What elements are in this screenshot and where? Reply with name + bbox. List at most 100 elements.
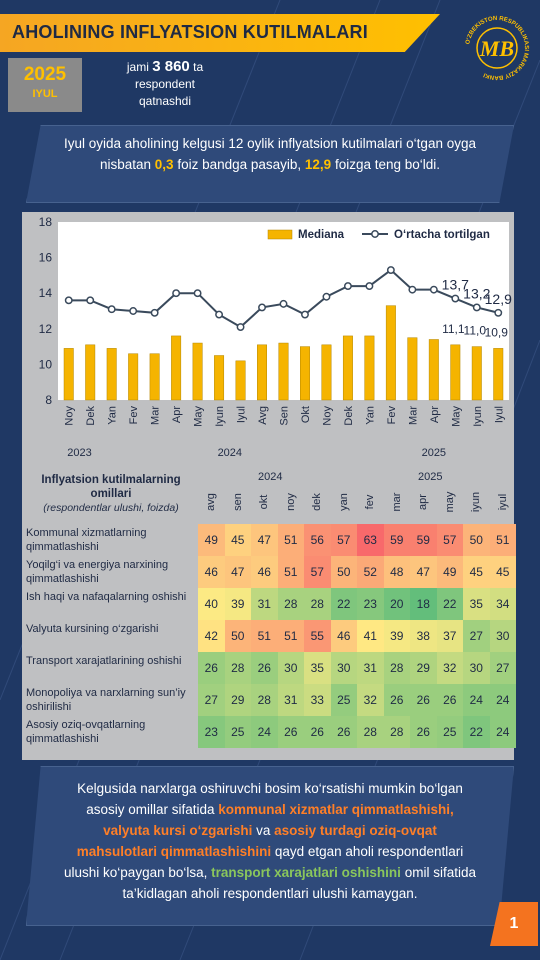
legend-swatch-mediana <box>267 229 293 240</box>
x-tick-label: Apr <box>171 406 183 423</box>
table-cell: 29 <box>410 652 437 684</box>
year-group-label: 2025 <box>422 447 446 459</box>
table-cell: 32 <box>357 684 384 716</box>
point-ortacha <box>193 289 202 298</box>
table-cell: 26 <box>198 652 225 684</box>
bar-mediana <box>300 346 310 401</box>
resp-count: 3 860 <box>152 58 190 75</box>
table-title: Inflyatsion kutilmalarning omillari (res… <box>26 473 196 515</box>
table-cell: 51 <box>277 556 304 588</box>
bar-mediana <box>278 342 289 401</box>
bar-mediana <box>192 342 203 401</box>
table-cell: 55 <box>304 620 331 652</box>
table-cell: 47 <box>224 556 251 588</box>
table-cell: 39 <box>224 588 251 620</box>
table-cell: 26 <box>251 652 278 684</box>
point-ortacha <box>494 308 503 317</box>
table-cell: 27 <box>463 620 490 652</box>
table-cell: 37 <box>436 620 463 652</box>
x-tick-label: Sen <box>279 406 291 426</box>
table-cell: 30 <box>330 652 357 684</box>
y-tick-label: 8 <box>45 393 52 407</box>
table-cell: 18 <box>410 588 437 620</box>
table-cell: 47 <box>410 556 437 588</box>
x-tick-label: Iyun <box>472 406 484 427</box>
table-cell: 45 <box>224 524 251 556</box>
table-cell: 38 <box>410 620 437 652</box>
intro-part-2: foiz bandga pasayib, <box>173 157 305 172</box>
table-cell: 59 <box>383 524 410 556</box>
period-month: IYUL <box>32 88 58 100</box>
y-tick-label: 18 <box>39 215 53 229</box>
x-tick-label: Mar <box>150 406 162 425</box>
x-tick-label: May <box>193 406 205 427</box>
bar-mediana <box>106 348 117 401</box>
table-title-main: Inflyatsion kutilmalarning omillari <box>41 474 181 500</box>
table-cell: 31 <box>251 588 278 620</box>
table-cell: 34 <box>489 588 516 620</box>
table-cell: 20 <box>383 588 410 620</box>
bar-mediana <box>471 346 482 401</box>
point-ortacha <box>279 299 288 308</box>
y-tick-label: 14 <box>39 286 53 300</box>
table-cell: 28 <box>251 684 278 716</box>
bar-mediana <box>493 348 504 401</box>
table-cell: 31 <box>277 684 304 716</box>
table-cell: 39 <box>383 620 410 652</box>
conclusion-part-2: va <box>252 823 275 838</box>
table-cell: 35 <box>304 652 331 684</box>
conclusion-part-3: qayd etgan aholi respondentlari ulushi k… <box>64 844 464 880</box>
intro-box <box>26 125 514 203</box>
bar-mediana <box>235 360 246 401</box>
bar-mediana <box>428 339 439 401</box>
table-month-header: fev <box>364 494 377 510</box>
x-tick-label: Iyun <box>214 406 226 427</box>
table-month-header: mar <box>390 492 403 512</box>
point-ortacha <box>408 285 417 294</box>
page-title: AHOLINING INFLYATSION KUTILMALARI <box>12 22 368 42</box>
table-cell: 29 <box>224 684 251 716</box>
table-cell: 24 <box>489 684 516 716</box>
bar-mediana <box>214 355 225 401</box>
data-label: 12,9 <box>485 291 512 307</box>
conclusion-part-4: omil sifatida ta’kidlagan aholi responde… <box>122 865 476 901</box>
bar-mediana <box>257 344 267 401</box>
table-cell: 46 <box>330 620 357 652</box>
intro-change-value: 0,3 <box>154 157 174 172</box>
legend-marker-ortacha <box>371 230 379 238</box>
bar-mediana <box>171 335 182 401</box>
table-cell: 33 <box>304 684 331 716</box>
logo-mark: MB <box>479 36 514 61</box>
bar-mediana <box>342 335 353 401</box>
table-cell: 51 <box>277 620 304 652</box>
table-month-header: may <box>443 491 456 513</box>
point-ortacha <box>86 296 95 305</box>
x-tick-label: Mar <box>407 406 419 425</box>
x-tick-label: Noy <box>321 406 333 426</box>
point-ortacha <box>451 294 460 303</box>
table-cell: 30 <box>463 652 490 684</box>
table-cell: 50 <box>330 556 357 588</box>
table-cell: 40 <box>198 588 225 620</box>
table-month-header: iyul <box>496 493 509 511</box>
table-cell: 23 <box>198 716 225 748</box>
bar-mediana <box>85 344 96 401</box>
conclusion-text: Kelgusida narxlarga oshiruvchi bosim ko‘… <box>62 778 478 904</box>
resp-line3: qatnashdi <box>138 94 192 108</box>
point-ortacha <box>429 285 438 294</box>
table-cell: 42 <box>198 620 225 652</box>
legend-label-ortacha: O‘rtacha tortilgan <box>394 229 490 241</box>
point-ortacha <box>172 289 181 298</box>
conclusion-highlight-2: asosiy turdagi oziq-ovqat mahsulotlari q… <box>76 823 437 859</box>
table-cell: 57 <box>436 524 463 556</box>
table-year-2025: 2025 <box>418 471 443 483</box>
table-cell: 45 <box>489 556 516 588</box>
point-ortacha <box>150 308 159 317</box>
intro-part-1: Iyul oyida aholining kelgusi 12 oylik in… <box>64 136 476 172</box>
resp-line2: respondent <box>134 77 196 91</box>
x-tick-label: Dek <box>343 406 355 426</box>
table-cell: 25 <box>224 716 251 748</box>
x-tick-label: Noy <box>64 406 76 426</box>
table-cell: 56 <box>304 524 331 556</box>
resp-post: ta <box>193 60 204 74</box>
